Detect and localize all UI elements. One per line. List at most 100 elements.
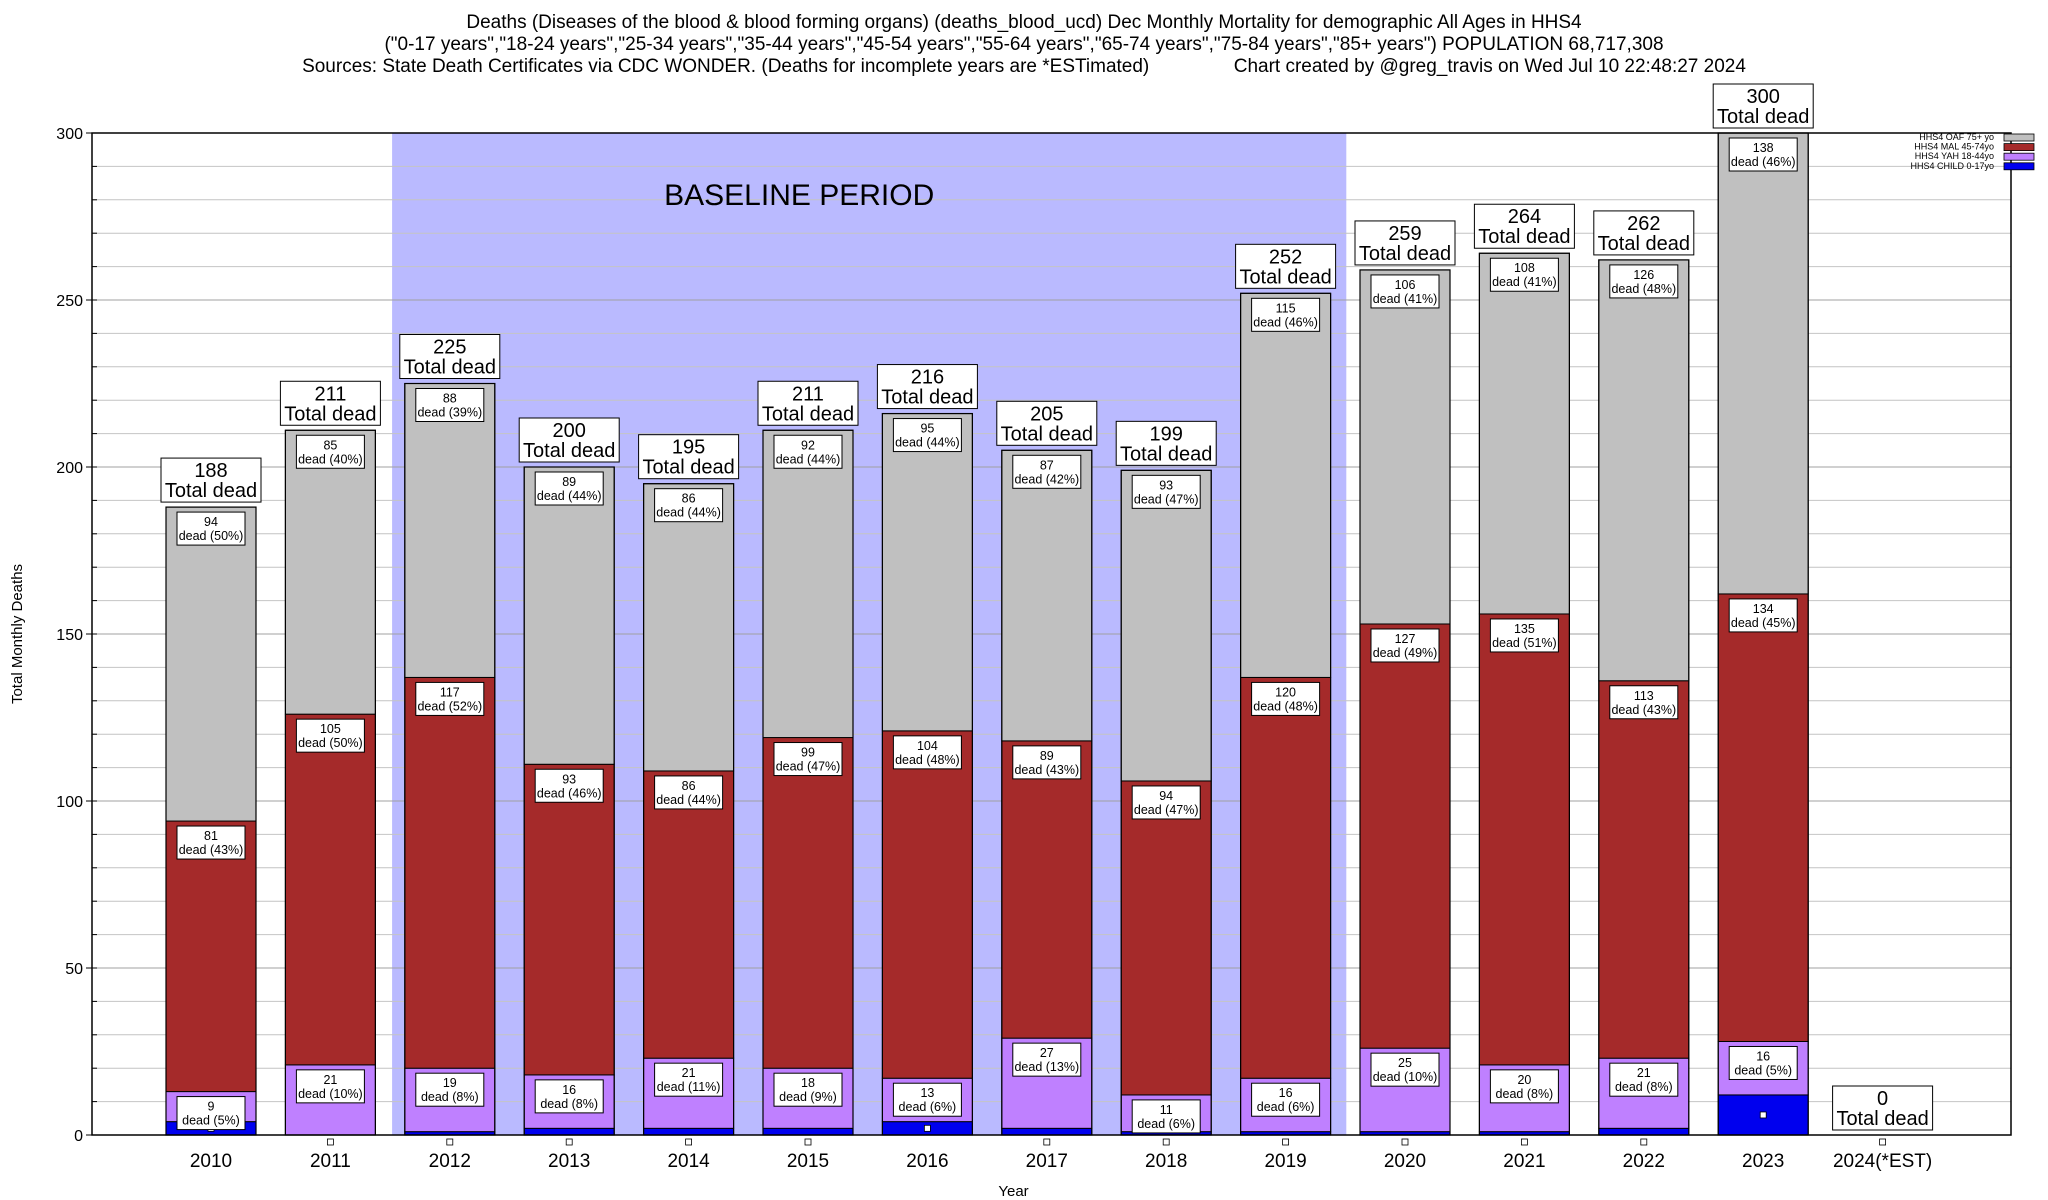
total-label-suffix: Total dead — [1836, 1108, 1928, 1130]
segment-label-value: 120 — [1275, 685, 1296, 699]
segment-label-box — [892, 735, 962, 770]
total-label-value: 264 — [1508, 206, 1541, 228]
segment-label-percent: dead (47%) — [1134, 492, 1199, 506]
x-tick-label: 2020 — [1384, 1151, 1426, 1172]
segment-label-value: 135 — [1514, 622, 1535, 636]
total-label-suffix: Total dead — [881, 387, 973, 409]
segment-label-value: 13 — [920, 1086, 934, 1100]
chart-title-line-1: Deaths (Diseases of the blood & blood fo… — [466, 12, 1582, 33]
segment-label-value: 19 — [443, 1076, 457, 1090]
segment-label-value: 20 — [1517, 1073, 1531, 1087]
total-label-value: 0 — [1877, 1088, 1888, 1110]
total-label-suffix: Total dead — [1001, 423, 1093, 445]
x-tick-label: 2012 — [429, 1151, 471, 1172]
bar-marker — [1640, 1138, 1648, 1146]
total-label-value: 262 — [1627, 213, 1660, 235]
total-label-value: 188 — [194, 460, 227, 482]
segment-label-box — [654, 488, 724, 523]
segment-label-box — [415, 388, 485, 422]
total-label-box — [1832, 1085, 1934, 1131]
y-tick-label: 300 — [56, 126, 83, 143]
segment-label-percent: dead (6%) — [1257, 1100, 1315, 1114]
bar-segment — [643, 1127, 735, 1136]
segment-label-box — [1609, 685, 1679, 720]
bar-segment — [1478, 613, 1570, 1066]
total-label-suffix: Total dead — [642, 457, 734, 479]
segment-label-percent: dead (42%) — [1014, 472, 1079, 486]
segment-label-percent: dead (39%) — [417, 406, 482, 420]
bar-segment — [1240, 292, 1332, 678]
segment-label-percent: dead (8%) — [540, 1097, 598, 1111]
segment-label-box — [534, 768, 604, 803]
bar-segment — [1598, 680, 1690, 1059]
total-label-value: 225 — [433, 337, 466, 359]
total-label-suffix: Total dead — [404, 357, 496, 379]
segment-label-box — [1012, 1042, 1082, 1077]
segment-label-percent: dead (41%) — [1373, 292, 1438, 306]
segment-label-box — [892, 418, 962, 453]
total-label-value: 259 — [1388, 223, 1421, 245]
segment-label-value: 11 — [1160, 1103, 1173, 1117]
total-label-box — [757, 380, 859, 426]
total-label-suffix: Total dead — [1598, 233, 1690, 255]
bar-segment — [881, 413, 973, 732]
segment-label-percent: dead (44%) — [537, 489, 602, 503]
bar-marker — [326, 1138, 334, 1146]
segment-label-value: 9 — [208, 1100, 215, 1114]
x-tick-label: 2018 — [1145, 1151, 1187, 1172]
legend-swatch — [2003, 162, 2035, 171]
bar-marker — [1162, 1138, 1170, 1146]
segment-label-percent: dead (48%) — [1611, 282, 1676, 296]
segment-label-value: 138 — [1753, 141, 1774, 155]
bar-marker — [804, 1138, 812, 1146]
segment-label-box — [1609, 264, 1679, 299]
segment-label-percent: dead (6%) — [1137, 1117, 1195, 1131]
segment-label-percent: dead (47%) — [776, 760, 841, 774]
bar-segment — [1478, 252, 1570, 615]
segment-label-box — [295, 718, 365, 753]
x-tick-label: 2022 — [1623, 1151, 1665, 1172]
total-label-suffix: Total dead — [165, 480, 257, 502]
segment-label-value: 87 — [1040, 458, 1054, 472]
total-label-box — [279, 380, 381, 426]
total-label-suffix: Total dead — [1120, 443, 1212, 465]
total-label-suffix: Total dead — [762, 403, 854, 425]
y-tick-label: 150 — [56, 627, 83, 644]
segment-label-box — [415, 1072, 485, 1107]
total-label-box — [1235, 243, 1337, 289]
segment-label-value: 89 — [1040, 749, 1054, 763]
segment-label-value: 126 — [1633, 268, 1654, 282]
segment-label-box — [1370, 1052, 1440, 1087]
bar-marker — [924, 1124, 931, 1132]
segment-label-percent: dead (43%) — [1014, 763, 1079, 777]
segment-label-box — [1251, 297, 1321, 332]
segment-label-box — [295, 434, 365, 469]
segment-label-box — [773, 434, 843, 469]
bar-marker — [1521, 1138, 1528, 1146]
segment-label-percent: dead (46%) — [1253, 315, 1318, 329]
bar-segment — [404, 676, 496, 1069]
segment-label-value: 16 — [562, 1083, 576, 1097]
total-label-suffix: Total dead — [284, 403, 376, 425]
segment-label-box — [1131, 785, 1201, 820]
legend-swatch — [2003, 143, 2035, 152]
